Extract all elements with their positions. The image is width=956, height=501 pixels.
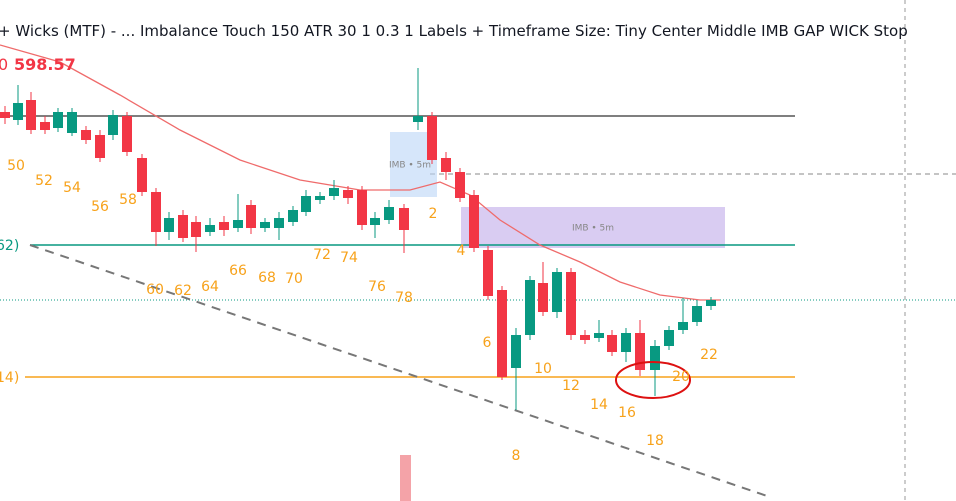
bar-count-label: 58: [119, 192, 137, 208]
candle-body: [566, 272, 576, 335]
candle-body: [343, 190, 353, 198]
bar-count-label: 66: [229, 263, 247, 279]
candle-body: [0, 112, 10, 118]
bar-count-label: 2: [429, 206, 438, 222]
imbalance-label: IMB • 5m: [572, 224, 614, 234]
bar-count-label: 78: [395, 290, 413, 306]
candle-body: [497, 290, 507, 377]
candle-body: [413, 116, 423, 122]
candle-body: [329, 188, 339, 196]
candle-body: [664, 330, 674, 346]
bar-count-label: 12: [562, 378, 580, 394]
bar-count-label: 70: [285, 271, 303, 287]
candle-body: [399, 208, 409, 230]
candle-body: [427, 116, 437, 160]
bar-count-label: 20: [672, 369, 690, 385]
candle-body: [274, 218, 284, 228]
level-label: 14): [0, 370, 19, 386]
candle-body: [511, 335, 521, 368]
bar-count-label: 10: [534, 361, 552, 377]
bar-count-label: 52: [35, 173, 53, 189]
candle-body: [81, 130, 91, 140]
candle-body: [26, 100, 36, 130]
bar-count-label: 14: [590, 397, 608, 413]
indicator-header: + Wicks (MTF) - ... Imbalance Touch 150 …: [0, 22, 908, 40]
candle-body: [455, 172, 465, 198]
candle-body: [246, 205, 256, 228]
candle-body: [191, 222, 201, 237]
bar-count-label: 8: [512, 448, 521, 464]
bar-count-label: 50: [7, 158, 25, 174]
candle-body: [692, 306, 702, 322]
candle-body: [621, 333, 631, 352]
imbalance-box: [461, 207, 725, 248]
candle-body: [525, 280, 535, 335]
moving-average: [0, 44, 720, 301]
candle-body: [151, 192, 161, 232]
bar-count-label: 18: [646, 433, 664, 449]
price-value: 598.57: [14, 55, 76, 74]
bar-count-label: 64: [201, 279, 219, 295]
candle-body: [219, 222, 229, 230]
candle-body: [607, 335, 617, 352]
candle-body: [67, 112, 77, 133]
candle-body: [233, 220, 243, 228]
trend-line: [29, 244, 771, 498]
bar-count-label: 4: [457, 243, 466, 259]
bar-count-label: 54: [63, 180, 81, 196]
bar-count-label: 22: [700, 347, 718, 363]
bar-count-label: 76: [368, 279, 386, 295]
imbalance-label: IMB • 5m: [389, 161, 431, 171]
candle-body: [122, 116, 132, 152]
bar-count-label: 56: [91, 199, 109, 215]
candle-body: [706, 300, 716, 306]
candle-body: [370, 218, 380, 225]
candle-body: [357, 190, 367, 225]
candle-body: [95, 135, 105, 158]
candle-body: [260, 222, 270, 228]
bar-count-label: 62: [174, 283, 192, 299]
candle-body: [594, 333, 604, 338]
candle-body: [205, 225, 215, 232]
candle-body: [178, 215, 188, 238]
candle-body: [538, 283, 548, 312]
level-label: 62): [0, 238, 19, 254]
bar-count-label: 74: [340, 250, 358, 266]
candle-body: [635, 333, 645, 370]
candle-body: [384, 207, 394, 220]
candle-body: [483, 250, 493, 296]
candle-body: [40, 122, 50, 130]
candle-body: [288, 210, 298, 222]
candle-body: [164, 218, 174, 232]
bar-count-label: 60: [146, 282, 164, 298]
candle-body: [678, 322, 688, 330]
candle-body: [13, 103, 23, 120]
bar-count-label: 68: [258, 270, 276, 286]
candle-body: [315, 196, 325, 200]
bar-count-label: 6: [483, 335, 492, 351]
bar-count-label: 72: [313, 247, 331, 263]
candle-body: [108, 115, 118, 135]
candle-body: [580, 335, 590, 340]
candles: [0, 68, 716, 410]
candle-body: [650, 346, 660, 370]
price-prefix: 0: [0, 55, 8, 74]
candle-body: [469, 195, 479, 248]
candle-body: [301, 196, 311, 212]
bar-count-label: 16: [618, 405, 636, 421]
candle-body: [137, 158, 147, 192]
volume-bar: [400, 455, 411, 501]
candle-body: [441, 158, 451, 172]
candle-body: [53, 112, 63, 128]
candle-body: [552, 272, 562, 312]
highlight-circle: [615, 361, 691, 399]
